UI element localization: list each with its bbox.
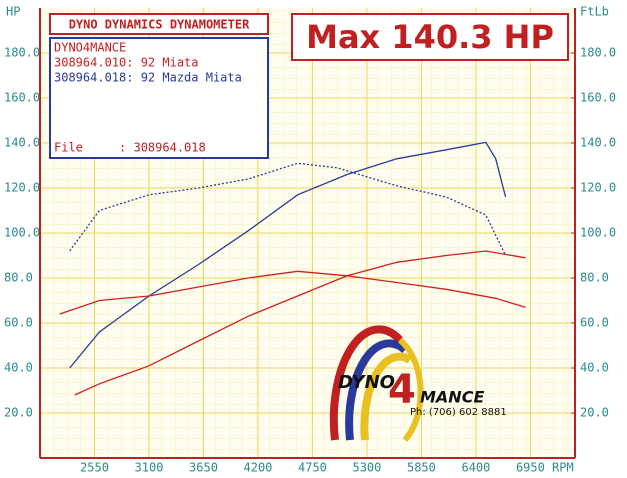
y-tick-label: 80.0: [4, 271, 33, 285]
logo-arc: [360, 352, 413, 441]
y-tick-label: 60.0: [4, 316, 33, 330]
logo: DYNO 4 MANCE Ph: (706) 602 8881: [329, 325, 507, 442]
y-tick-label: 140.0: [4, 136, 40, 150]
y-tick-label: 160.0: [4, 91, 40, 105]
y-axis-label: HP: [6, 5, 20, 19]
curve: [74, 250, 526, 396]
logo-top: DYNO: [338, 372, 395, 393]
logo-arc: [345, 339, 408, 441]
logo-arc: [329, 325, 403, 441]
x-tick-label: 5300: [352, 461, 381, 475]
file-label: File : 308964.018: [54, 141, 206, 155]
y2-tick-label: 60.0: [580, 316, 609, 330]
x-tick-label: 6400: [461, 461, 490, 475]
y2-tick-label: 40.0: [580, 361, 609, 375]
logo-mid: 4: [388, 367, 416, 413]
y2-tick-label: 140.0: [580, 136, 616, 150]
curve: [59, 270, 526, 315]
y2-tick-label: 80.0: [580, 271, 609, 285]
y-tick-label: 20.0: [4, 406, 33, 420]
y2-tick-label: 20.0: [580, 406, 609, 420]
y2-tick-label: 180.0: [580, 46, 616, 60]
curve: [69, 141, 507, 369]
logo-bottom: MANCE: [420, 388, 484, 407]
x-tick-label: 2550: [80, 461, 109, 475]
curve: [69, 162, 507, 256]
y-tick-label: 40.0: [4, 361, 33, 375]
x-tick-label: 4750: [298, 461, 327, 475]
x-tick-label: 3100: [135, 461, 164, 475]
legend-title: DYNO4MANCE: [54, 41, 126, 55]
x-tick-label: 5850: [407, 461, 436, 475]
x-tick-label: 4200: [244, 461, 273, 475]
headline-box: [291, 13, 569, 61]
y-tick-label: 120.0: [4, 181, 40, 195]
y-tick-label: 180.0: [4, 46, 40, 60]
y-tick-label: 100.0: [4, 226, 40, 240]
y2-tick-label: 120.0: [580, 181, 616, 195]
headline: Max 140.3 HP: [306, 18, 554, 56]
legend-entry: 308964.010: 92 Miata: [54, 56, 199, 70]
logo-phone: Ph: (706) 602 8881: [410, 407, 507, 418]
x-tick-label: 3650: [189, 461, 218, 475]
y2-tick-label: 100.0: [580, 226, 616, 240]
y2-axis-label: FtLb: [580, 5, 609, 19]
x-axis-label: RPM: [552, 461, 574, 475]
title-box: [49, 13, 269, 35]
x-tick-label: 6950: [516, 461, 545, 475]
legend-entry: 308964.018: 92 Mazda Miata: [54, 71, 242, 85]
y2-tick-label: 160.0: [580, 91, 616, 105]
chart-title: DYNO DYNAMICS DYNAMOMETER: [69, 18, 250, 32]
legend-box: [49, 37, 269, 159]
logo-arc: [398, 337, 424, 442]
